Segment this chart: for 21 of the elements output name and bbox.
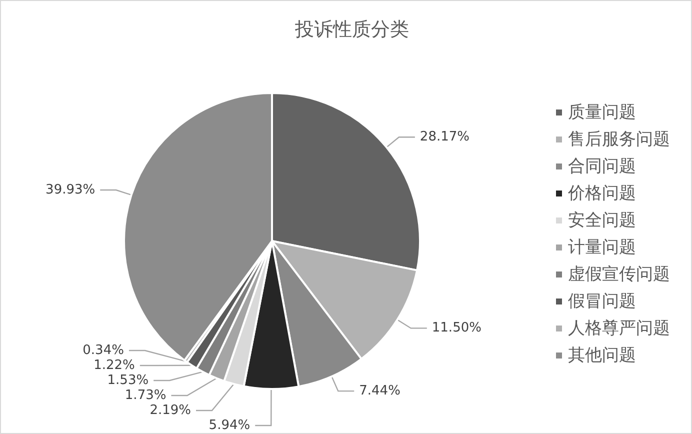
legend-label: 虚假宣传问题	[568, 264, 670, 284]
legend-label: 其他问题	[568, 346, 636, 366]
legend-label: 安全问题	[568, 210, 636, 230]
legend-label: 合同问题	[568, 156, 636, 176]
data-label: 28.17%	[420, 130, 470, 145]
legend-label: 计量问题	[568, 238, 636, 258]
data-label: 2.19%	[150, 403, 191, 418]
legend-label: 价格问题	[567, 184, 636, 204]
legend-label: 人格尊严问题	[568, 318, 670, 338]
legend-label: 售后服务问题	[568, 130, 670, 150]
data-label: 1.53%	[107, 373, 149, 388]
data-label: 0.34%	[82, 343, 124, 358]
data-label: 1.73%	[124, 388, 166, 403]
data-label: 11.50%	[432, 320, 482, 336]
data-label: 1.22%	[94, 358, 135, 373]
legend-label: 质量问题	[568, 102, 636, 122]
data-label: 39.93%	[46, 182, 96, 198]
data-label: 7.44%	[359, 384, 400, 399]
data-label: 5.94%	[208, 418, 250, 433]
legend-label: 假冒问题	[568, 292, 636, 312]
chart-title: 投诉性质分类	[294, 18, 409, 40]
